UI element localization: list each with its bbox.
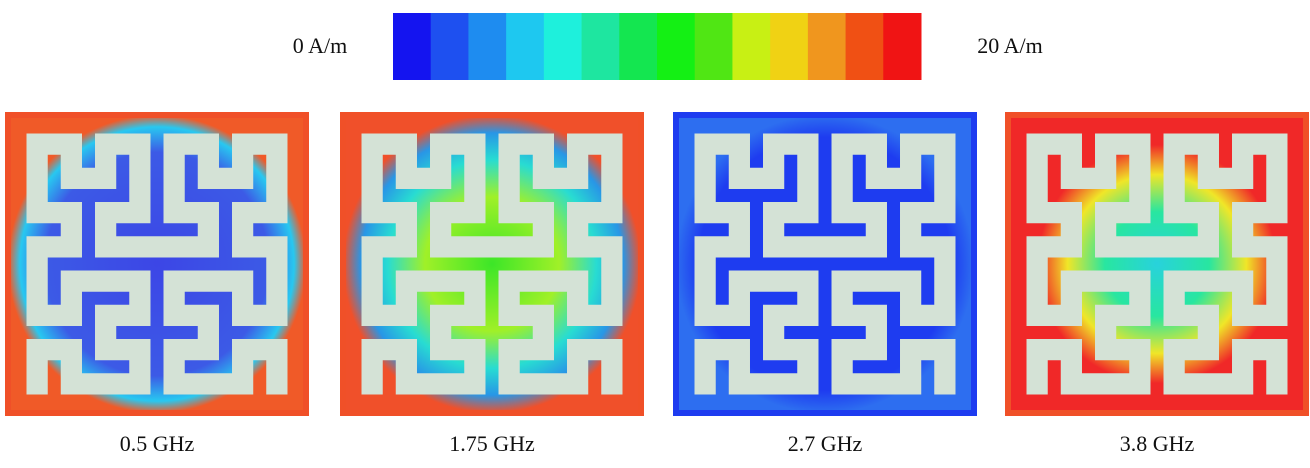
figure: 0 A/m 20 A/m 0.5 GHz 1.75 GHz 2.7 GHz 3.8 G… <box>0 0 1310 463</box>
colorbar-segment <box>582 13 620 80</box>
colorbar-segment <box>695 13 733 80</box>
panel: 2.7 GHz <box>676 115 974 456</box>
panel-label: 2.7 GHz <box>788 431 863 456</box>
colorbar-segment <box>544 13 582 80</box>
colorbar-segment <box>468 13 506 80</box>
panel-label: 0.5 GHz <box>120 431 195 456</box>
colorbar-segment <box>393 13 431 80</box>
colorbar-segment <box>770 13 808 80</box>
colorbar-segment <box>657 13 695 80</box>
colorbar-segment <box>619 13 657 80</box>
field-map <box>8 115 306 413</box>
colorbar-segment <box>506 13 544 80</box>
field-map <box>1008 115 1306 413</box>
colorbar-segment <box>732 13 770 80</box>
panel: 1.75 GHz <box>343 115 641 456</box>
panel: 3.8 GHz <box>1008 115 1306 456</box>
colorbar-min-label: 0 A/m <box>293 33 347 58</box>
colorbar-max-label: 20 A/m <box>977 33 1042 58</box>
colorbar-segment <box>846 13 884 80</box>
colorbar-segment <box>883 13 921 80</box>
panel: 0.5 GHz <box>8 115 306 456</box>
field-map <box>343 115 641 413</box>
panel-label: 1.75 GHz <box>449 431 535 456</box>
panel-label: 3.8 GHz <box>1120 431 1195 456</box>
colorbar-segment <box>431 13 469 80</box>
colorbar-segment <box>808 13 846 80</box>
field-map <box>676 115 974 413</box>
